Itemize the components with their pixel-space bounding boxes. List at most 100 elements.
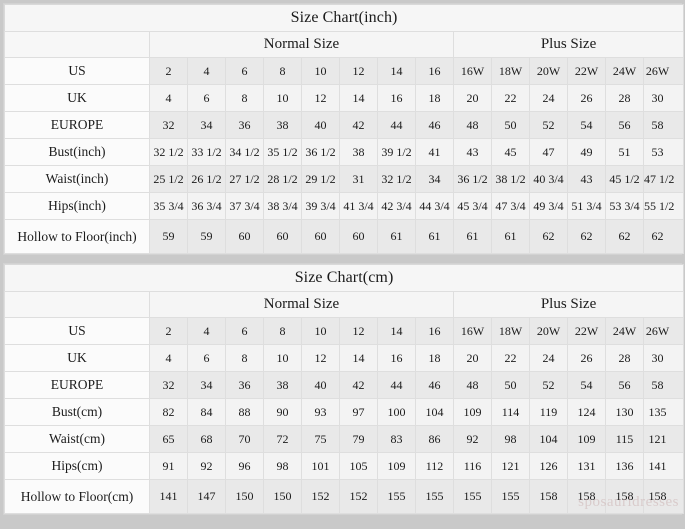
table-cell: 45 bbox=[491, 138, 530, 166]
table-cell: 155 bbox=[491, 479, 530, 514]
table-cell: 79 bbox=[339, 425, 378, 453]
table-cell: 158 bbox=[567, 479, 606, 514]
table-cell: 35 3/4 bbox=[149, 192, 188, 220]
row-label: Hollow to Floor(cm) bbox=[4, 479, 150, 514]
table-cell: 62 bbox=[605, 219, 644, 254]
table-cell: 38 3/4 bbox=[263, 192, 302, 220]
table-cell: 51 bbox=[605, 138, 644, 166]
table-cell: 90 bbox=[263, 398, 302, 426]
table-cell: 62 bbox=[529, 219, 568, 254]
table-cell: 150 bbox=[225, 479, 264, 514]
table-cell: 147 bbox=[187, 479, 226, 514]
row-label: UK bbox=[4, 84, 150, 112]
table-cell: 152 bbox=[339, 479, 378, 514]
table-cell: 136 bbox=[605, 452, 644, 480]
table-cell: 18 bbox=[415, 84, 454, 112]
table-cell: 152 bbox=[301, 479, 340, 514]
table-cell: 62 bbox=[642, 219, 685, 254]
table-cell: 158 bbox=[529, 479, 568, 514]
row-label: US bbox=[4, 317, 150, 345]
table-cell: 37 3/4 bbox=[225, 192, 264, 220]
table-cell: 32 1/2 bbox=[149, 138, 188, 166]
table-cell: 115 bbox=[605, 425, 644, 453]
table-cell: 38 bbox=[263, 111, 302, 139]
table-cell: 10 bbox=[263, 84, 302, 112]
table-cell: 109 bbox=[453, 398, 492, 426]
table-cell: 25 1/2 bbox=[149, 165, 188, 193]
row-label: Hollow to Floor(inch) bbox=[4, 219, 150, 254]
table-cell: 72 bbox=[263, 425, 302, 453]
table-cell: 16W bbox=[453, 317, 492, 345]
table-cell: 104 bbox=[529, 425, 568, 453]
row-label: EUROPE bbox=[4, 111, 150, 139]
table-cell: 54 bbox=[567, 111, 606, 139]
table-cell: 20W bbox=[529, 317, 568, 345]
table-cell: 58 bbox=[642, 371, 685, 399]
table-cell: 131 bbox=[567, 452, 606, 480]
table-cell: 26W bbox=[642, 57, 685, 85]
table-cell: 83 bbox=[377, 425, 416, 453]
table-cell: 86 bbox=[415, 425, 454, 453]
table-cell: 56 bbox=[605, 371, 644, 399]
table-cell: 126 bbox=[529, 452, 568, 480]
table-cell: 124 bbox=[567, 398, 606, 426]
group-header-normal-size: Normal Size bbox=[149, 291, 454, 318]
table-cell: 16 bbox=[415, 317, 454, 345]
group-header-row: Normal Size Plus Size bbox=[4, 31, 685, 58]
table-cell: 6 bbox=[225, 57, 264, 85]
table-cell: 30 bbox=[642, 344, 685, 372]
table-cell: 60 bbox=[301, 219, 340, 254]
table-cell: 34 1/2 bbox=[225, 138, 264, 166]
group-header-plus-size: Plus Size bbox=[452, 291, 685, 318]
table-cell: 47 3/4 bbox=[491, 192, 530, 220]
table-cell: 44 bbox=[377, 111, 416, 139]
table-cell: 32 bbox=[149, 111, 188, 139]
table-cell: 61 bbox=[377, 219, 416, 254]
table-cell: 6 bbox=[225, 317, 264, 345]
table-row: Waist(inch) 25 1/2 26 1/2 27 1/2 28 1/2 29 1/… bbox=[4, 165, 685, 193]
row-label: Hips(inch) bbox=[4, 192, 150, 220]
table-cell: 8 bbox=[225, 84, 264, 112]
chart-title: Size Chart(cm) bbox=[3, 264, 685, 292]
row-label: Waist(inch) bbox=[4, 165, 150, 193]
table-cell: 55 1/2 bbox=[642, 192, 685, 220]
table-cell: 60 bbox=[263, 219, 302, 254]
table-cell: 42 bbox=[339, 371, 378, 399]
table-cell: 51 3/4 bbox=[567, 192, 606, 220]
table-cell: 91 bbox=[149, 452, 188, 480]
table-cell: 12 bbox=[301, 84, 340, 112]
table-cell: 10 bbox=[301, 57, 340, 85]
table-cell: 96 bbox=[225, 452, 264, 480]
table-cell: 14 bbox=[339, 344, 378, 372]
table-cell: 2 bbox=[149, 57, 188, 85]
table-cell: 46 bbox=[415, 371, 454, 399]
table-row: EUROPE 32 34 36 38 40 42 44 46 48 50 52 54 56 58 bbox=[4, 111, 685, 139]
row-label: Hips(cm) bbox=[4, 452, 150, 480]
table-cell: 50 bbox=[491, 371, 530, 399]
row-label: Bust(cm) bbox=[4, 398, 150, 426]
table-cell: 41 bbox=[415, 138, 454, 166]
table-cell: 41 3/4 bbox=[339, 192, 378, 220]
table-cell: 10 bbox=[263, 344, 302, 372]
size-table: Size Chart(cm) Normal Size Plus Size US 2 4 6 8… bbox=[3, 264, 685, 514]
table-cell: 93 bbox=[301, 398, 340, 426]
table-cell: 59 bbox=[187, 219, 226, 254]
table-cell: 109 bbox=[567, 425, 606, 453]
group-header-row: Normal Size Plus Size bbox=[4, 291, 685, 318]
table-cell: 75 bbox=[301, 425, 340, 453]
table-row: Hollow to Floor(cm) 141 147 150 150 152 152 155… bbox=[4, 479, 685, 514]
table-cell: 24W bbox=[605, 317, 644, 345]
table-cell: 114 bbox=[491, 398, 530, 426]
table-cell: 26 bbox=[567, 84, 606, 112]
table-cell: 70 bbox=[225, 425, 264, 453]
table-cell: 42 bbox=[339, 111, 378, 139]
table-cell: 22 bbox=[491, 344, 530, 372]
table-cell: 36 1/2 bbox=[301, 138, 340, 166]
table-cell: 121 bbox=[491, 452, 530, 480]
table-cell: 36 bbox=[225, 371, 264, 399]
group-header-normal-size: Normal Size bbox=[149, 31, 454, 58]
table-cell: 38 bbox=[263, 371, 302, 399]
table-cell: 56 bbox=[605, 111, 644, 139]
table-cell: 155 bbox=[377, 479, 416, 514]
table-cell: 4 bbox=[187, 317, 226, 345]
